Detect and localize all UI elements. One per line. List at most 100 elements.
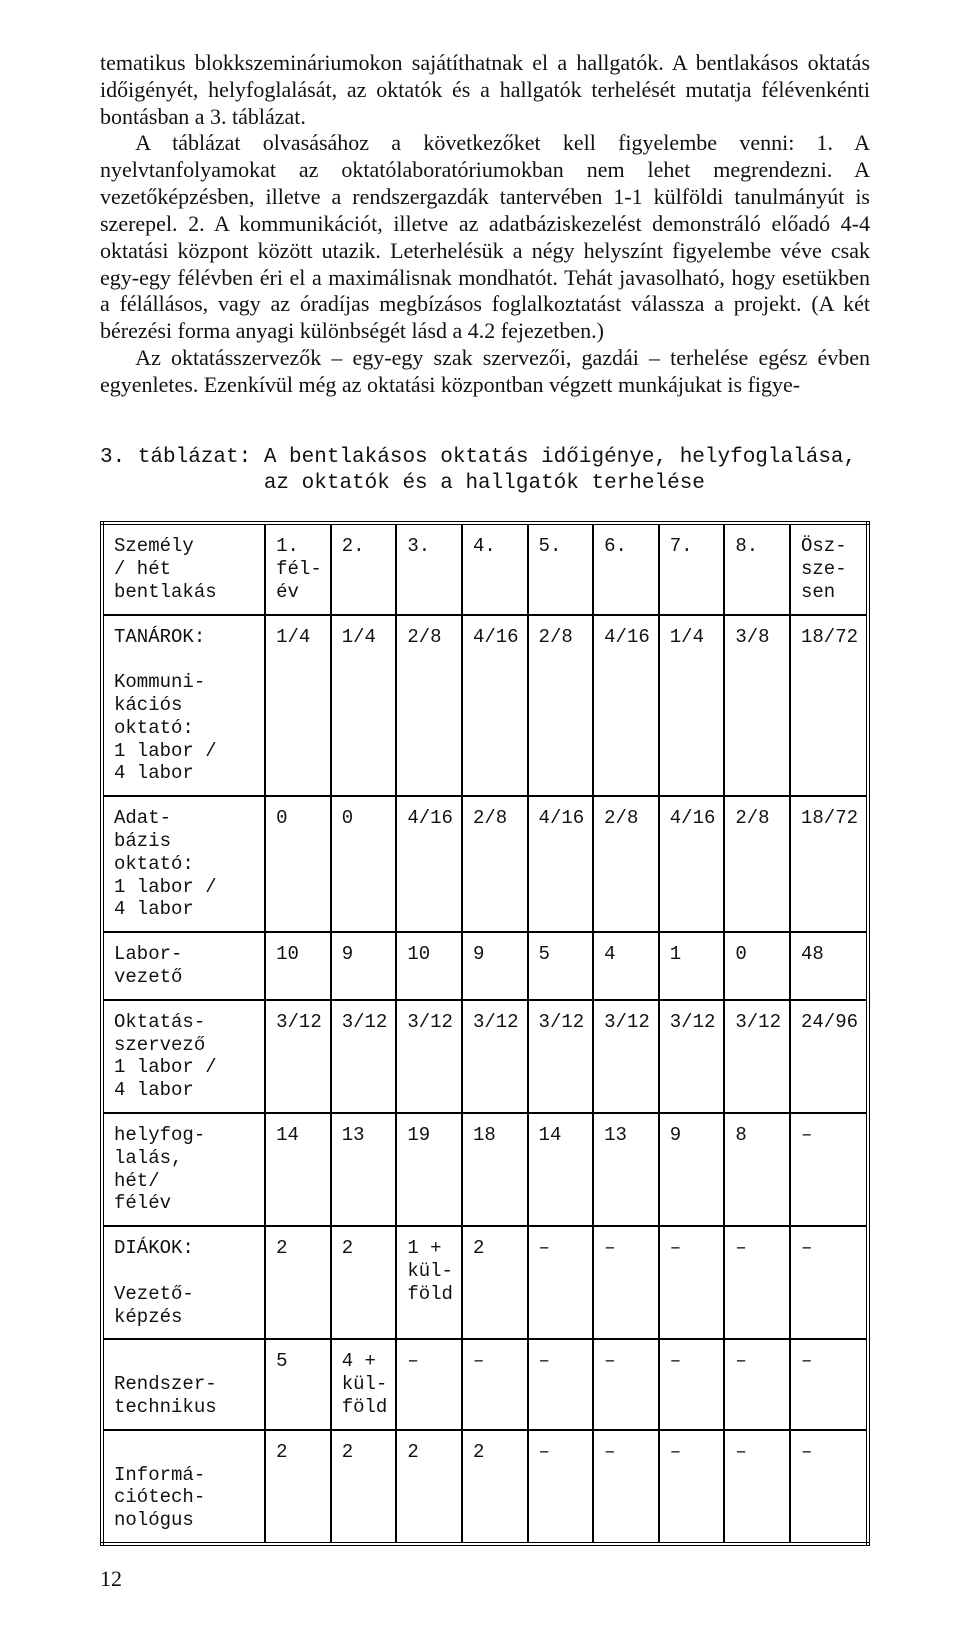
para-2: A táblázat olvasásához a következőket ke… xyxy=(100,130,870,345)
cell: 4/16 xyxy=(659,796,725,932)
cell: 3/12 xyxy=(528,1000,594,1113)
cell: – xyxy=(790,1339,868,1429)
header-cell: Ösz- sze- sen xyxy=(790,523,868,614)
cell: – xyxy=(659,1226,725,1339)
cell: 3/12 xyxy=(265,1000,331,1113)
cell: 2 xyxy=(462,1430,528,1544)
cell: – xyxy=(790,1113,868,1226)
cell: 48 xyxy=(790,932,868,1000)
para-1: tematikus blokkszemináriumokon sajátítha… xyxy=(100,50,870,129)
cell: 1 xyxy=(659,932,725,1000)
cell: 18/72 xyxy=(790,796,868,932)
cell: 3/12 xyxy=(331,1000,397,1113)
cell: 10 xyxy=(265,932,331,1000)
cell: 3/8 xyxy=(724,615,790,797)
cell: 5 xyxy=(528,932,594,1000)
cell: 2/8 xyxy=(396,615,462,797)
table-row: Oktatás- szervező 1 labor / 4 labor 3/12… xyxy=(102,1000,868,1113)
cell: – xyxy=(659,1430,725,1544)
cell: 2 xyxy=(265,1430,331,1544)
cell: – xyxy=(593,1226,659,1339)
para-3: Az oktatásszervezők – egy-egy szak szerv… xyxy=(100,345,870,399)
cell: 0 xyxy=(724,932,790,1000)
cell: – xyxy=(528,1226,594,1339)
cell: 19 xyxy=(396,1113,462,1226)
cell: – xyxy=(659,1339,725,1429)
table-row: TANÁROK: Kommuni- kációs oktató: 1 labor… xyxy=(102,615,868,797)
cell: 14 xyxy=(528,1113,594,1226)
row-label: Rendszer- technikus xyxy=(102,1339,265,1429)
table-row: Labor- vezető 10 9 10 9 5 4 1 0 48 xyxy=(102,932,868,1000)
cell: 4/16 xyxy=(396,796,462,932)
cell: 4 xyxy=(593,932,659,1000)
cell: 1/4 xyxy=(659,615,725,797)
header-cell: 1. fél- év xyxy=(265,523,331,614)
cell: 10 xyxy=(396,932,462,1000)
page-number: 12 xyxy=(100,1566,870,1592)
table-row: DIÁKOK: Vezető- képzés 2 2 1 + kül- föld… xyxy=(102,1226,868,1339)
cell: 2 xyxy=(265,1226,331,1339)
row-label: Oktatás- szervező 1 labor / 4 labor xyxy=(102,1000,265,1113)
cell: 5 xyxy=(265,1339,331,1429)
cell: 14 xyxy=(265,1113,331,1226)
data-table: Személy / hét bentlakás 1. fél- év 2. 3.… xyxy=(100,521,870,1546)
caption-l1: 3. táblázat: A bentlakásos oktatás időig… xyxy=(100,446,856,469)
cell: 0 xyxy=(265,796,331,932)
cell: 13 xyxy=(593,1113,659,1226)
body-paragraph: tematikus blokkszemináriumokon sajátítha… xyxy=(100,50,870,399)
cell: – xyxy=(462,1339,528,1429)
cell: 3/12 xyxy=(659,1000,725,1113)
cell: 2 xyxy=(331,1226,397,1339)
caption-l2: az oktatók és a hallgatók terhelése xyxy=(100,472,705,495)
row-label: DIÁKOK: Vezető- képzés xyxy=(102,1226,265,1339)
cell: 3/12 xyxy=(396,1000,462,1113)
table-row: Informá- ciótech- nológus 2 2 2 2 – – – … xyxy=(102,1430,868,1544)
cell: 18/72 xyxy=(790,615,868,797)
cell: 0 xyxy=(331,796,397,932)
cell: – xyxy=(790,1430,868,1544)
table-caption: 3. táblázat: A bentlakásos oktatás időig… xyxy=(100,445,870,498)
row-label: Adat- bázis oktató: 1 labor / 4 labor xyxy=(102,796,265,932)
cell: 2 xyxy=(396,1430,462,1544)
cell: 24/96 xyxy=(790,1000,868,1113)
header-cell: 8. xyxy=(724,523,790,614)
cell: 9 xyxy=(659,1113,725,1226)
cell: 1 + kül- föld xyxy=(396,1226,462,1339)
table-header-row: Személy / hét bentlakás 1. fél- év 2. 3.… xyxy=(102,523,868,614)
cell: 8 xyxy=(724,1113,790,1226)
cell: 4/16 xyxy=(462,615,528,797)
cell: – xyxy=(724,1226,790,1339)
cell: 2 xyxy=(462,1226,528,1339)
header-cell: Személy / hét bentlakás xyxy=(102,523,265,614)
cell: 2/8 xyxy=(462,796,528,932)
cell: – xyxy=(724,1339,790,1429)
table-row: Rendszer- technikus 5 4 + kül- föld – – … xyxy=(102,1339,868,1429)
cell: 1/4 xyxy=(265,615,331,797)
cell: – xyxy=(724,1430,790,1544)
cell: 13 xyxy=(331,1113,397,1226)
cell: 2/8 xyxy=(528,615,594,797)
cell: 9 xyxy=(331,932,397,1000)
cell: 4/16 xyxy=(528,796,594,932)
table-row: Adat- bázis oktató: 1 labor / 4 labor 0 … xyxy=(102,796,868,932)
cell: 1/4 xyxy=(331,615,397,797)
cell: 4 + kül- föld xyxy=(331,1339,397,1429)
cell: – xyxy=(396,1339,462,1429)
cell: – xyxy=(593,1339,659,1429)
cell: 4/16 xyxy=(593,615,659,797)
row-label: helyfog- lalás, hét/ félév xyxy=(102,1113,265,1226)
cell: 2/8 xyxy=(593,796,659,932)
cell: – xyxy=(593,1430,659,1544)
header-cell: 7. xyxy=(659,523,725,614)
cell: 2/8 xyxy=(724,796,790,932)
table-row: helyfog- lalás, hét/ félév 14 13 19 18 1… xyxy=(102,1113,868,1226)
cell: – xyxy=(528,1430,594,1544)
row-label: Labor- vezető xyxy=(102,932,265,1000)
cell: 9 xyxy=(462,932,528,1000)
cell: 3/12 xyxy=(462,1000,528,1113)
cell: 18 xyxy=(462,1113,528,1226)
header-cell: 6. xyxy=(593,523,659,614)
cell: 2 xyxy=(331,1430,397,1544)
page: tematikus blokkszemináriumokon sajátítha… xyxy=(0,0,960,1645)
header-cell: 2. xyxy=(331,523,397,614)
